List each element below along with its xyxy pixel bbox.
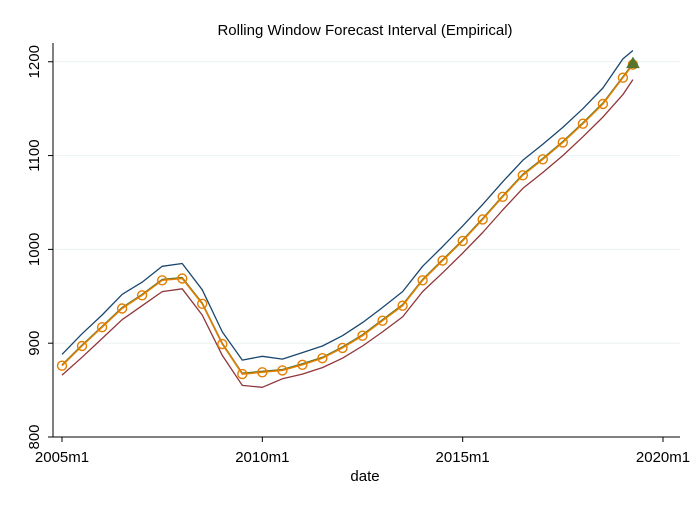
forecast-marker: [477, 214, 488, 225]
forecast-marker: [96, 322, 108, 333]
forecast-marker: [517, 170, 528, 181]
x-tick-label: 2010m1: [235, 449, 289, 466]
y-tick-label: 1000: [26, 233, 43, 266]
ticks: 800 900 1000 1100 1200 2005m1 2010m1 2015m1 2020…: [26, 45, 690, 466]
series-line-actual: [61, 63, 634, 374]
series: [56, 50, 640, 388]
series-line-upper: [61, 50, 634, 361]
forecast-marker: [357, 330, 368, 341]
forecast-marker: [577, 118, 589, 129]
x-tick-label: 2015m1: [436, 449, 490, 466]
forecast-marker: [557, 137, 568, 148]
series-line-lower: [61, 79, 634, 388]
y-tick-label: 800: [26, 424, 43, 449]
gridlines: [53, 61, 680, 344]
forecast-marker: [297, 359, 308, 370]
forecast-marker: [437, 255, 448, 266]
actual-end-marker: [626, 56, 640, 69]
forecast-marker: [457, 235, 468, 247]
forecast-marker: [217, 338, 228, 350]
forecast-marker: [397, 300, 408, 311]
y-tick-label: 1200: [26, 45, 43, 78]
forecast-marker: [597, 98, 609, 110]
forecast-marker: [176, 273, 188, 284]
chart-title: Rolling Window Forecast Interval (Empiri…: [217, 22, 512, 39]
axes: [52, 43, 680, 438]
x-axis-label: date: [350, 468, 379, 485]
forecast-marker: [136, 290, 148, 301]
forecast-marker: [617, 72, 629, 83]
x-tick-label: 2020m1: [636, 449, 690, 466]
forecast-marker: [257, 367, 268, 378]
forecast-marker: [237, 368, 248, 380]
forecast-marker: [537, 154, 548, 165]
forecast-marker: [76, 340, 88, 352]
forecast-marker: [377, 315, 388, 326]
y-tick-label: 1100: [26, 139, 43, 171]
x-tick-label: 2005m1: [35, 449, 89, 466]
forecast-marker: [156, 275, 168, 286]
forecast-marker: [277, 365, 288, 376]
series-line-forecast: [61, 64, 634, 375]
forecast-marker: [56, 360, 68, 371]
forecast-marker: [417, 275, 428, 286]
forecast-marker: [317, 353, 328, 364]
y-tick-label: 900: [26, 331, 43, 356]
forecast-marker: [196, 298, 208, 309]
forecast-marker: [337, 342, 348, 354]
forecast-marker: [116, 303, 128, 314]
forecast-marker: [497, 191, 508, 203]
